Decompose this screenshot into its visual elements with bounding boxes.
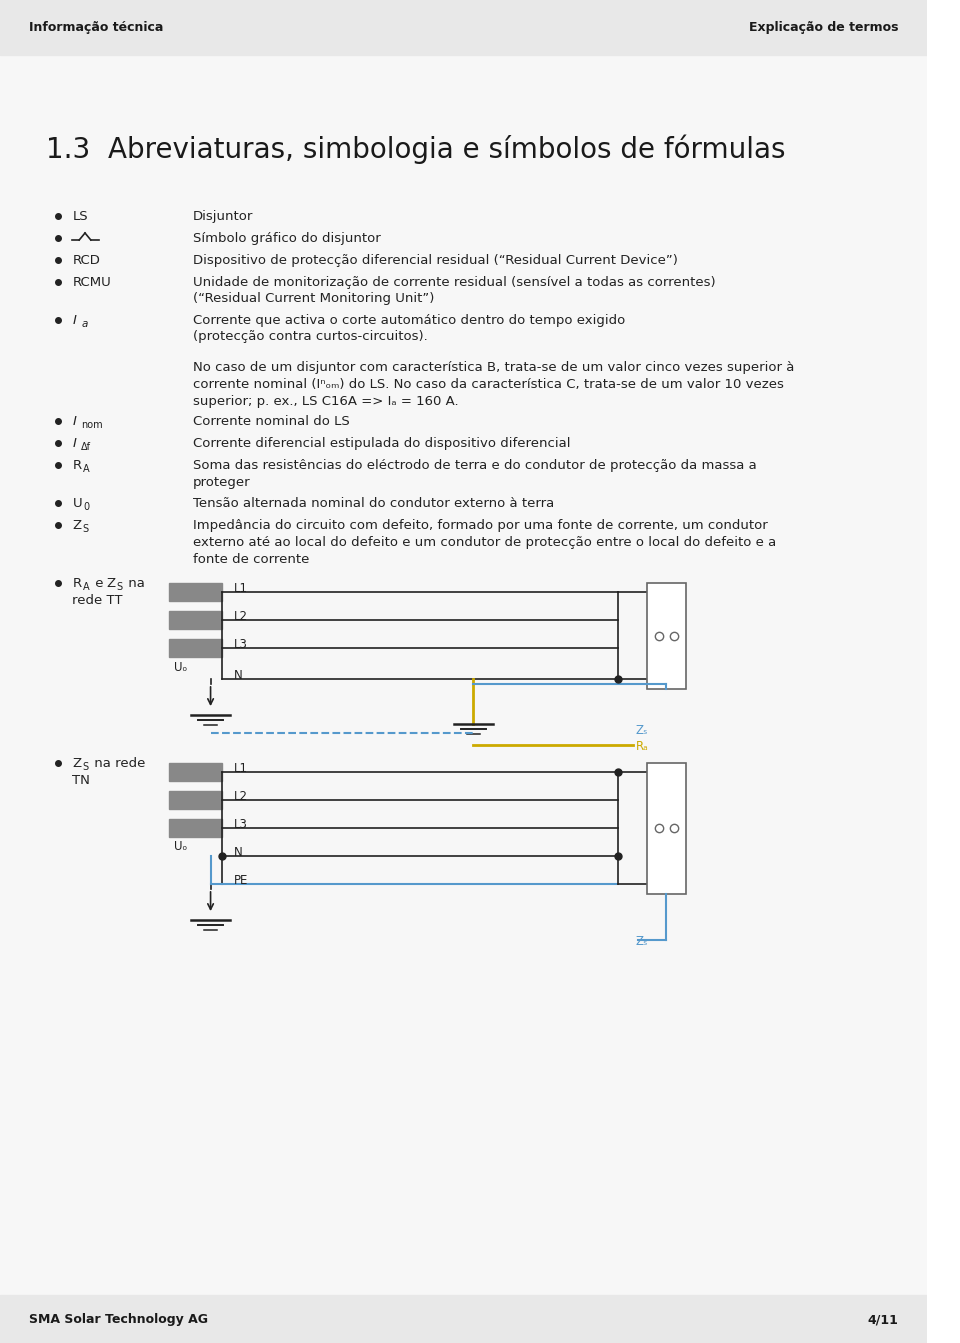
- Text: 0: 0: [84, 502, 89, 512]
- Text: Δf: Δf: [82, 442, 91, 453]
- Text: Disjuntor: Disjuntor: [193, 210, 253, 223]
- Text: L2: L2: [233, 790, 248, 803]
- Text: No caso de um disjuntor com característica B, trata-se de um valor cinco vezes s: No caso de um disjuntor com característi…: [193, 361, 795, 373]
- Text: L2: L2: [233, 610, 248, 623]
- Bar: [169, 791, 222, 808]
- Text: S: S: [83, 761, 88, 772]
- Text: N: N: [233, 846, 243, 860]
- Text: (protecção contra curtos-circuitos).: (protecção contra curtos-circuitos).: [193, 330, 428, 342]
- Text: Z: Z: [72, 757, 82, 770]
- Text: Uₒ: Uₒ: [174, 839, 187, 853]
- Text: R: R: [72, 577, 82, 590]
- Bar: [169, 819, 222, 837]
- Text: Z: Z: [72, 518, 82, 532]
- Text: N: N: [233, 669, 243, 682]
- Text: Uₒ: Uₒ: [174, 661, 187, 674]
- Bar: [169, 763, 222, 782]
- Bar: [0, 1295, 927, 1343]
- Text: L1: L1: [233, 761, 248, 775]
- Text: superior; p. ex., LS C16A => Iₐ = 160 A.: superior; p. ex., LS C16A => Iₐ = 160 A.: [193, 395, 459, 408]
- Bar: [0, 0, 927, 55]
- Text: Z: Z: [107, 577, 115, 590]
- Text: Dispositivo de protecção diferencial residual (“Residual Current Device”): Dispositivo de protecção diferencial res…: [193, 254, 678, 267]
- Text: L1: L1: [233, 582, 248, 595]
- Text: 1.3  Abreviaturas, simbologia e símbolos de fórmulas: 1.3 Abreviaturas, simbologia e símbolos …: [46, 136, 786, 164]
- Text: fonte de corrente: fonte de corrente: [193, 553, 309, 565]
- Text: I: I: [72, 415, 77, 428]
- Text: a: a: [82, 320, 87, 329]
- Text: LS: LS: [72, 210, 88, 223]
- Text: I: I: [72, 314, 77, 326]
- Text: Corrente que activa o corte automático dentro do tempo exigido: Corrente que activa o corte automático d…: [193, 314, 625, 326]
- Text: Zₛ: Zₛ: [636, 935, 648, 948]
- Text: A: A: [84, 463, 89, 474]
- Text: Informação técnica: Informação técnica: [29, 20, 163, 34]
- Bar: [169, 639, 222, 657]
- Text: Corrente nominal do LS: Corrente nominal do LS: [193, 415, 350, 428]
- Bar: [647, 583, 685, 689]
- Text: Impedância do circuito com defeito, formado por uma fonte de corrente, um condut: Impedância do circuito com defeito, form…: [193, 518, 768, 532]
- Text: 4/11: 4/11: [868, 1313, 899, 1327]
- Text: RCD: RCD: [72, 254, 101, 267]
- Text: SMA Solar Technology AG: SMA Solar Technology AG: [29, 1313, 208, 1327]
- Text: R: R: [72, 459, 82, 471]
- Text: rede TT: rede TT: [72, 594, 123, 607]
- Text: RCMU: RCMU: [72, 277, 111, 289]
- Text: L3: L3: [233, 638, 248, 651]
- Text: (“Residual Current Monitoring Unit”): (“Residual Current Monitoring Unit”): [193, 291, 435, 305]
- Bar: [169, 583, 222, 602]
- Text: TN: TN: [72, 774, 90, 787]
- Text: corrente nominal (Iⁿₒₘ) do LS. No caso da característica C, trata-se de um valor: corrente nominal (Iⁿₒₘ) do LS. No caso d…: [193, 377, 784, 391]
- Text: Zₛ: Zₛ: [636, 724, 648, 737]
- Text: S: S: [83, 524, 88, 535]
- Text: externo até ao local do defeito e um condutor de protecção entre o local do defe: externo até ao local do defeito e um con…: [193, 536, 777, 549]
- Text: Símbolo gráfico do disjuntor: Símbolo gráfico do disjuntor: [193, 232, 381, 244]
- Text: Explicação de termos: Explicação de termos: [749, 20, 899, 34]
- Text: A: A: [84, 582, 89, 592]
- Text: proteger: proteger: [193, 475, 251, 489]
- Text: na rede: na rede: [90, 757, 145, 770]
- Text: na: na: [124, 577, 145, 590]
- Bar: [169, 611, 222, 629]
- Text: Corrente diferencial estipulada do dispositivo diferencial: Corrente diferencial estipulada do dispo…: [193, 436, 570, 450]
- Text: Rₐ: Rₐ: [636, 740, 648, 753]
- Text: L3: L3: [233, 818, 248, 831]
- Text: nom: nom: [82, 420, 103, 430]
- Text: S: S: [116, 582, 122, 592]
- Text: Unidade de monitorização de corrente residual (sensível a todas as correntes): Unidade de monitorização de corrente res…: [193, 277, 716, 289]
- Bar: [647, 763, 685, 894]
- Text: Tensão alternada nominal do condutor externo à terra: Tensão alternada nominal do condutor ext…: [193, 497, 555, 510]
- Text: U: U: [72, 497, 82, 510]
- Text: PE: PE: [233, 874, 248, 886]
- Text: e: e: [91, 577, 108, 590]
- Text: Soma das resistências do eléctrodo de terra e do condutor de protecção da massa : Soma das resistências do eléctrodo de te…: [193, 459, 756, 471]
- Text: I: I: [72, 436, 77, 450]
